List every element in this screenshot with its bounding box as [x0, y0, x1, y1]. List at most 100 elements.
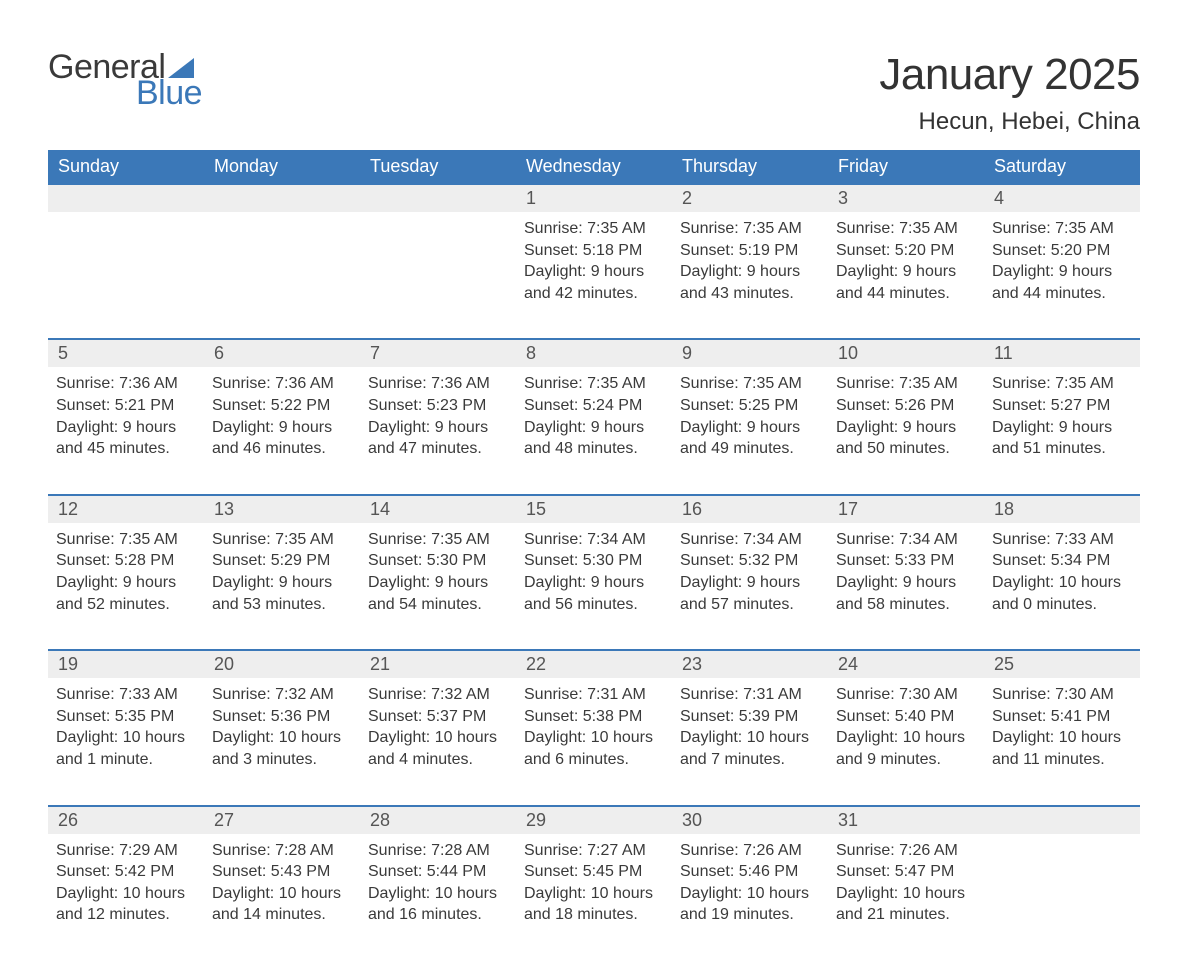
logo: General Blue: [48, 50, 202, 110]
daylight-text: Daylight: 10 hours and 18 minutes.: [524, 883, 662, 926]
sunset-text: Sunset: 5:41 PM: [992, 706, 1130, 728]
sunset-text: Sunset: 5:43 PM: [212, 861, 350, 883]
day-info-cell: Sunrise: 7:31 AMSunset: 5:39 PMDaylight:…: [672, 678, 828, 805]
sunrise-text: Sunrise: 7:36 AM: [368, 373, 506, 395]
day-number-cell: 22: [516, 650, 672, 678]
sunset-text: Sunset: 5:19 PM: [680, 240, 818, 262]
sunrise-text: Sunrise: 7:35 AM: [212, 529, 350, 551]
daylight-text: Daylight: 9 hours and 52 minutes.: [56, 572, 194, 615]
day-info-cell: Sunrise: 7:35 AMSunset: 5:24 PMDaylight:…: [516, 367, 672, 494]
day-number-cell: 13: [204, 495, 360, 523]
day-info-cell: Sunrise: 7:35 AMSunset: 5:29 PMDaylight:…: [204, 523, 360, 650]
sunset-text: Sunset: 5:32 PM: [680, 550, 818, 572]
day-info-cell: Sunrise: 7:31 AMSunset: 5:38 PMDaylight:…: [516, 678, 672, 805]
day-info-cell: [204, 212, 360, 339]
daynum-row: 1234: [48, 184, 1140, 212]
sunset-text: Sunset: 5:25 PM: [680, 395, 818, 417]
sunset-text: Sunset: 5:30 PM: [368, 550, 506, 572]
weekday-header: Monday: [204, 150, 360, 184]
daylight-text: Daylight: 10 hours and 19 minutes.: [680, 883, 818, 926]
day-number-cell: 21: [360, 650, 516, 678]
day-info-cell: Sunrise: 7:27 AMSunset: 5:45 PMDaylight:…: [516, 834, 672, 960]
sunrise-text: Sunrise: 7:30 AM: [836, 684, 974, 706]
day-info-cell: Sunrise: 7:35 AMSunset: 5:27 PMDaylight:…: [984, 367, 1140, 494]
weekday-header: Tuesday: [360, 150, 516, 184]
day-number-cell: 5: [48, 339, 204, 367]
day-number-cell: 11: [984, 339, 1140, 367]
sunset-text: Sunset: 5:30 PM: [524, 550, 662, 572]
day-info-cell: Sunrise: 7:30 AMSunset: 5:40 PMDaylight:…: [828, 678, 984, 805]
daylight-text: Daylight: 10 hours and 21 minutes.: [836, 883, 974, 926]
day-info-cell: Sunrise: 7:34 AMSunset: 5:32 PMDaylight:…: [672, 523, 828, 650]
day-info-cell: Sunrise: 7:35 AMSunset: 5:20 PMDaylight:…: [984, 212, 1140, 339]
day-info-cell: Sunrise: 7:34 AMSunset: 5:30 PMDaylight:…: [516, 523, 672, 650]
day-number-cell: 2: [672, 184, 828, 212]
day-number-cell: 8: [516, 339, 672, 367]
sunrise-text: Sunrise: 7:35 AM: [992, 373, 1130, 395]
daylight-text: Daylight: 9 hours and 47 minutes.: [368, 417, 506, 460]
sunset-text: Sunset: 5:42 PM: [56, 861, 194, 883]
sunset-text: Sunset: 5:20 PM: [992, 240, 1130, 262]
sunset-text: Sunset: 5:21 PM: [56, 395, 194, 417]
sunrise-text: Sunrise: 7:31 AM: [680, 684, 818, 706]
sunrise-text: Sunrise: 7:29 AM: [56, 840, 194, 862]
sunrise-text: Sunrise: 7:33 AM: [992, 529, 1130, 551]
day-info-cell: Sunrise: 7:35 AMSunset: 5:28 PMDaylight:…: [48, 523, 204, 650]
sunset-text: Sunset: 5:26 PM: [836, 395, 974, 417]
sunset-text: Sunset: 5:29 PM: [212, 550, 350, 572]
sunrise-text: Sunrise: 7:34 AM: [680, 529, 818, 551]
calendar-table: Sunday Monday Tuesday Wednesday Thursday…: [48, 150, 1140, 960]
daylight-text: Daylight: 10 hours and 12 minutes.: [56, 883, 194, 926]
sunset-text: Sunset: 5:38 PM: [524, 706, 662, 728]
day-number-cell: 23: [672, 650, 828, 678]
day-number-cell: 29: [516, 806, 672, 834]
day-number-cell: 28: [360, 806, 516, 834]
sunrise-text: Sunrise: 7:35 AM: [56, 529, 194, 551]
sunset-text: Sunset: 5:47 PM: [836, 861, 974, 883]
daynum-row: 12131415161718: [48, 495, 1140, 523]
info-row: Sunrise: 7:33 AMSunset: 5:35 PMDaylight:…: [48, 678, 1140, 805]
sunrise-text: Sunrise: 7:28 AM: [212, 840, 350, 862]
sunset-text: Sunset: 5:35 PM: [56, 706, 194, 728]
day-number-cell: 30: [672, 806, 828, 834]
sunset-text: Sunset: 5:23 PM: [368, 395, 506, 417]
daynum-row: 262728293031: [48, 806, 1140, 834]
day-info-cell: Sunrise: 7:26 AMSunset: 5:46 PMDaylight:…: [672, 834, 828, 960]
day-info-cell: [360, 212, 516, 339]
day-number-cell: [204, 184, 360, 212]
daylight-text: Daylight: 9 hours and 51 minutes.: [992, 417, 1130, 460]
day-info-cell: Sunrise: 7:35 AMSunset: 5:30 PMDaylight:…: [360, 523, 516, 650]
sunrise-text: Sunrise: 7:35 AM: [368, 529, 506, 551]
daylight-text: Daylight: 10 hours and 11 minutes.: [992, 727, 1130, 770]
month-title: January 2025: [879, 50, 1140, 100]
day-info-cell: Sunrise: 7:29 AMSunset: 5:42 PMDaylight:…: [48, 834, 204, 960]
daynum-row: 19202122232425: [48, 650, 1140, 678]
daylight-text: Daylight: 10 hours and 7 minutes.: [680, 727, 818, 770]
sunset-text: Sunset: 5:18 PM: [524, 240, 662, 262]
sunset-text: Sunset: 5:24 PM: [524, 395, 662, 417]
day-number-cell: 19: [48, 650, 204, 678]
day-number-cell: 26: [48, 806, 204, 834]
day-number-cell: 20: [204, 650, 360, 678]
day-info-cell: Sunrise: 7:35 AMSunset: 5:26 PMDaylight:…: [828, 367, 984, 494]
day-info-cell: Sunrise: 7:32 AMSunset: 5:36 PMDaylight:…: [204, 678, 360, 805]
day-info-cell: Sunrise: 7:36 AMSunset: 5:22 PMDaylight:…: [204, 367, 360, 494]
sunset-text: Sunset: 5:37 PM: [368, 706, 506, 728]
day-info-cell: Sunrise: 7:30 AMSunset: 5:41 PMDaylight:…: [984, 678, 1140, 805]
day-number-cell: 31: [828, 806, 984, 834]
day-number-cell: 16: [672, 495, 828, 523]
daylight-text: Daylight: 9 hours and 46 minutes.: [212, 417, 350, 460]
daylight-text: Daylight: 9 hours and 48 minutes.: [524, 417, 662, 460]
sunrise-text: Sunrise: 7:28 AM: [368, 840, 506, 862]
daylight-text: Daylight: 9 hours and 44 minutes.: [992, 261, 1130, 304]
title-block: January 2025 Hecun, Hebei, China: [879, 50, 1140, 136]
sunset-text: Sunset: 5:28 PM: [56, 550, 194, 572]
weekday-header-row: Sunday Monday Tuesday Wednesday Thursday…: [48, 150, 1140, 184]
day-number-cell: 3: [828, 184, 984, 212]
daylight-text: Daylight: 9 hours and 50 minutes.: [836, 417, 974, 460]
day-info-cell: Sunrise: 7:26 AMSunset: 5:47 PMDaylight:…: [828, 834, 984, 960]
sunset-text: Sunset: 5:20 PM: [836, 240, 974, 262]
daylight-text: Daylight: 9 hours and 42 minutes.: [524, 261, 662, 304]
weekday-header: Saturday: [984, 150, 1140, 184]
daylight-text: Daylight: 9 hours and 43 minutes.: [680, 261, 818, 304]
